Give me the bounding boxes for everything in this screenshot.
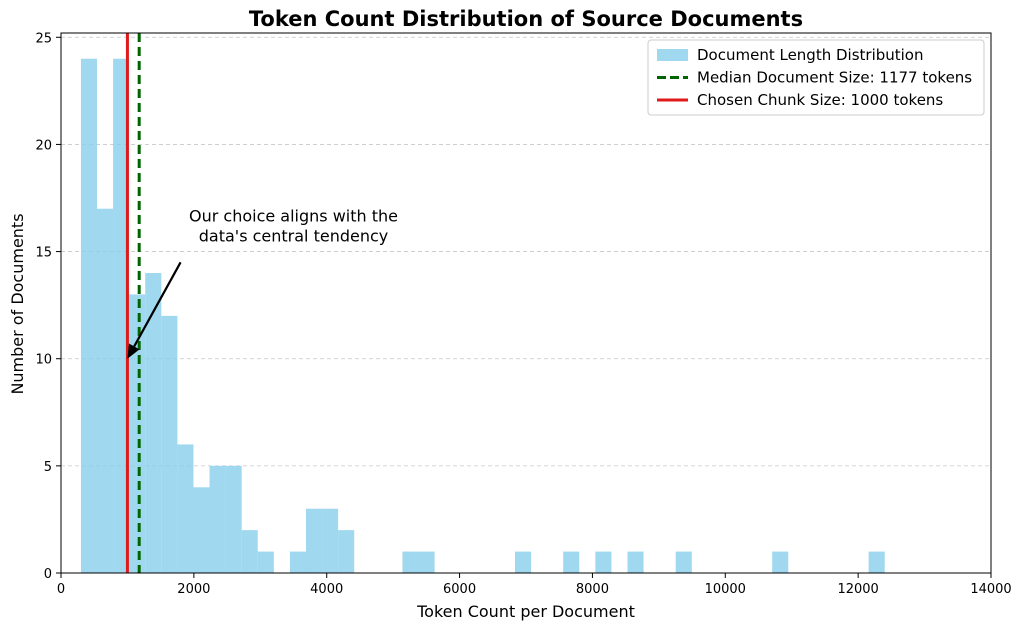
histogram-bar [97,208,114,573]
plot-frame [60,32,992,574]
x-tick-label: 14000 [970,582,1011,597]
y-axis-label: Number of Documents [8,213,27,394]
reference-lines [125,33,141,573]
histogram-bar [113,58,130,573]
x-tick-label: 0 [57,582,65,597]
histogram-bar [322,508,339,573]
histogram-bar [289,551,306,573]
x-tick-label: 2000 [177,582,210,597]
histogram-bar [402,551,419,573]
y-tick-label: 10 [35,353,52,368]
legend-label: Median Document Size: 1177 tokens [697,69,972,87]
histogram-bar [563,551,580,573]
annotation-text: data's central tendency [199,227,389,246]
x-tick-label: 6000 [443,582,476,597]
annotation-arrow-shaft [133,261,182,347]
histogram-bar [868,551,885,573]
x-tick-label: 4000 [310,582,343,597]
x-axis-label: Token Count per Document [416,602,635,621]
legend-box [647,39,985,116]
histogram-bar [257,551,274,573]
histogram-bar [305,508,323,573]
histogram-bars [80,58,885,573]
x-tick-label: 10000 [705,582,746,597]
legend-label: Document Length Distribution [697,46,924,64]
y-tick-label: 0 [44,567,52,582]
histogram-bar [161,315,178,573]
y-tick-label: 25 [35,31,52,46]
y-tick-label: 20 [35,138,52,153]
histogram-bar [209,465,226,573]
histogram-bar [418,551,435,573]
histogram-bar [627,551,644,573]
y-axis-ticks: 0 5 10 15 20 25 [35,31,61,582]
legend-label: Chosen Chunk Size: 1000 tokens [697,91,943,109]
histogram-bar [675,551,692,573]
histogram-bar [193,487,210,573]
histogram-bar [145,273,162,573]
x-axis-ticks: 0 2000 4000 6000 8000 10000 12000 14000 [57,573,1012,597]
histogram-bar [338,530,355,573]
histogram-bar [80,58,98,573]
annotation-arrow-head [127,343,140,359]
x-tick-label: 12000 [837,582,878,597]
legend-swatch-histogram [657,49,688,61]
histogram-bar [129,294,146,573]
y-tick-label: 5 [44,460,52,475]
chart-title: Token Count Distribution of Source Docum… [249,7,803,31]
histogram-bar [772,551,789,573]
histogram-bar [514,551,532,573]
y-tick-label: 15 [35,246,52,261]
histogram-bar [595,551,612,573]
x-tick-label: 8000 [576,582,609,597]
histogram-bar [177,444,194,573]
legend: Document Length Distribution Median Docum… [647,39,985,116]
annotation-text: Our choice aligns with the [189,207,398,226]
histogram-bar [225,465,242,573]
histogram-bar [241,530,258,573]
